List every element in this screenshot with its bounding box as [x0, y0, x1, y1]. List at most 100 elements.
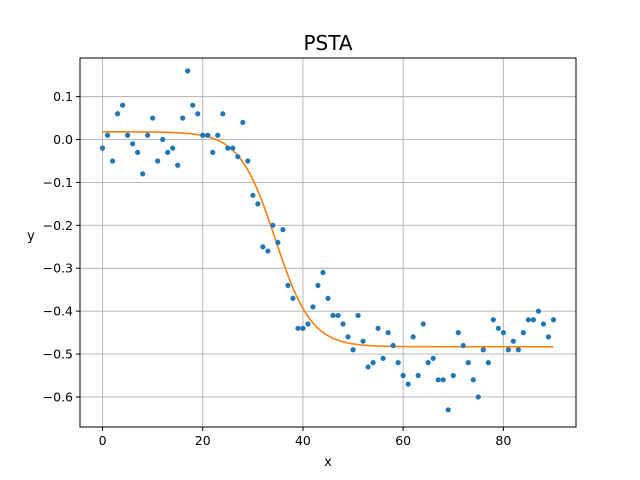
- data-point: [109, 158, 116, 164]
- data-point: [230, 145, 236, 151]
- data-point: [395, 360, 401, 366]
- data-point: [310, 304, 316, 310]
- data-point: [175, 162, 181, 168]
- data-point: [525, 317, 532, 323]
- data-point: [390, 342, 396, 349]
- data-point: [375, 325, 381, 331]
- y-axis-label: y: [27, 229, 35, 244]
- data-point: [500, 330, 506, 336]
- scatter-points: [99, 68, 557, 413]
- data-point: [435, 377, 441, 383]
- data-point: [335, 312, 341, 319]
- data-point: [99, 145, 106, 151]
- data-point: [325, 295, 331, 301]
- data-point: [445, 407, 451, 413]
- data-point: [315, 282, 321, 289]
- data-point: [180, 115, 186, 121]
- x-tick-label: 20: [195, 433, 211, 448]
- data-point: [255, 201, 261, 207]
- data-point: [280, 227, 286, 233]
- y-tick-label: 0.0: [53, 132, 73, 147]
- data-point: [145, 132, 151, 138]
- fit-line: [102, 131, 554, 348]
- data-point: [510, 338, 516, 344]
- x-tick-label: 80: [495, 433, 511, 448]
- data-point: [160, 136, 166, 143]
- data-point: [355, 312, 361, 319]
- y-tick-label: −0.5: [43, 347, 73, 362]
- data-point: [165, 149, 171, 155]
- y-axis-ticks: −0.6 −0.5 −0.4 −0.3 −0.2 −0.1 0.0 0.1: [43, 89, 80, 404]
- data-point: [220, 111, 226, 117]
- data-point: [490, 317, 496, 323]
- data-point: [195, 111, 201, 117]
- data-point: [320, 269, 326, 276]
- data-point: [290, 295, 296, 301]
- data-point: [530, 317, 537, 323]
- data-point: [250, 192, 256, 198]
- data-point: [300, 325, 306, 331]
- data-point: [200, 132, 206, 138]
- x-tick-label: 0: [99, 433, 107, 448]
- data-point: [385, 330, 391, 336]
- data-point: [455, 330, 461, 336]
- data-point: [400, 372, 406, 379]
- data-point: [350, 347, 356, 353]
- data-point: [240, 119, 246, 125]
- data-point: [345, 334, 351, 340]
- data-point: [430, 355, 436, 361]
- y-tick-label: −0.2: [43, 218, 73, 233]
- data-point: [365, 364, 371, 370]
- data-point: [360, 338, 366, 344]
- x-tick-label: 60: [395, 433, 411, 448]
- data-point: [410, 334, 416, 340]
- y-tick-label: −0.6: [43, 389, 73, 404]
- data-point: [470, 377, 476, 383]
- data-point: [485, 360, 491, 366]
- data-point: [135, 149, 141, 155]
- data-point: [270, 222, 276, 228]
- data-point: [330, 312, 336, 319]
- data-point: [480, 347, 486, 353]
- data-point: [305, 321, 311, 327]
- x-axis-ticks: 0 20 40 60 80: [99, 427, 511, 448]
- data-point: [185, 68, 191, 74]
- y-tick-label: 0.1: [53, 89, 73, 104]
- grid: [80, 58, 576, 427]
- data-point: [215, 132, 221, 138]
- data-point: [130, 141, 136, 147]
- data-point: [415, 372, 421, 379]
- data-point: [205, 132, 211, 138]
- data-point: [535, 308, 542, 314]
- data-point: [505, 347, 511, 353]
- data-point: [460, 342, 466, 349]
- data-point: [170, 145, 176, 151]
- data-point: [465, 360, 471, 366]
- data-point: [550, 317, 557, 323]
- data-point: [245, 158, 251, 164]
- data-point: [119, 102, 126, 108]
- data-point: [520, 330, 526, 336]
- data-point: [285, 282, 291, 289]
- data-point: [114, 111, 121, 117]
- fit-line-group: [102, 131, 554, 348]
- data-point: [380, 355, 386, 361]
- data-point: [190, 102, 196, 108]
- data-point: [210, 149, 216, 155]
- data-point: [370, 360, 376, 366]
- data-point: [155, 158, 161, 164]
- x-axis-label: x: [324, 455, 332, 470]
- data-point: [340, 321, 346, 327]
- data-point: [440, 377, 446, 383]
- data-point: [104, 132, 111, 138]
- data-point: [260, 244, 266, 250]
- data-point: [150, 115, 156, 121]
- x-tick-label: 40: [295, 433, 311, 448]
- data-point: [405, 381, 411, 387]
- data-point: [295, 325, 301, 331]
- y-tick-label: −0.4: [43, 304, 73, 319]
- data-point: [515, 347, 521, 353]
- data-point: [124, 132, 131, 138]
- chart-title: PSTA: [303, 31, 352, 55]
